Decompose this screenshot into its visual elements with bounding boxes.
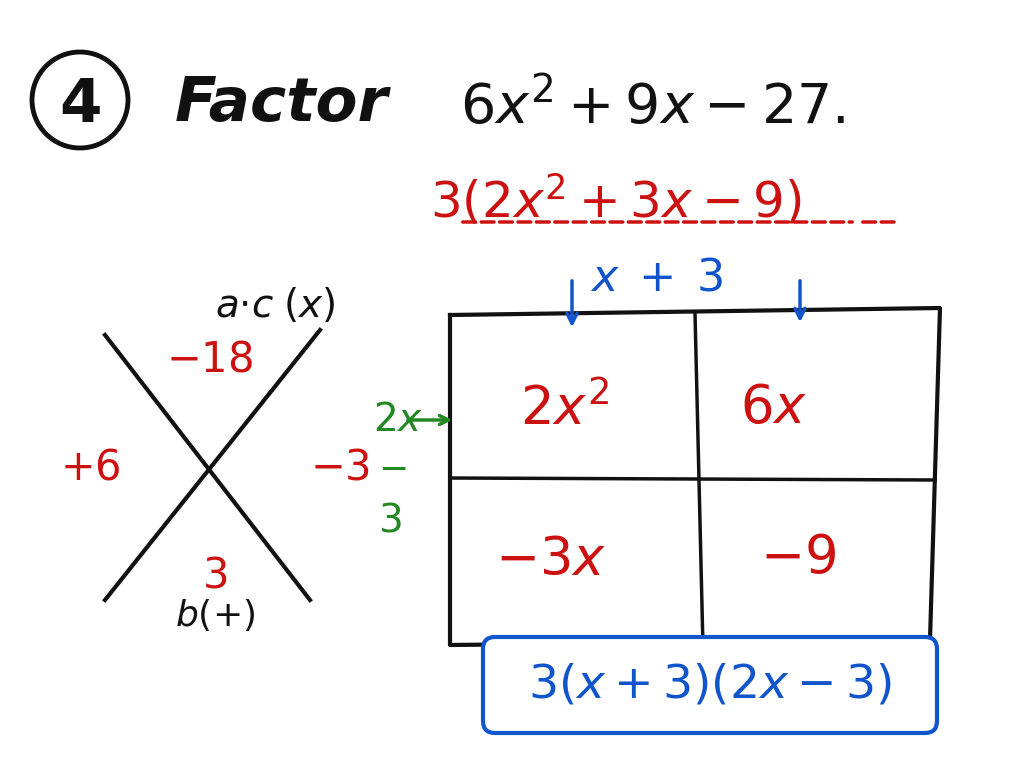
Text: $3(2x^2+3x-9)$: $3(2x^2+3x-9)$ <box>430 173 802 227</box>
Text: $-9$: $-9$ <box>760 532 836 584</box>
Text: $-$: $-$ <box>378 451 407 485</box>
Text: $-18$: $-18$ <box>167 339 254 381</box>
Text: $3(x+3)(2x-3)$: $3(x+3)(2x-3)$ <box>528 663 892 707</box>
Text: Factor: Factor <box>175 75 389 134</box>
Text: $a{\cdot}c\;(x)$: $a{\cdot}c\;(x)$ <box>215 286 335 325</box>
Text: $-3x$: $-3x$ <box>495 534 606 586</box>
Text: $3$: $3$ <box>203 554 227 596</box>
Text: 4: 4 <box>58 75 101 134</box>
Text: $3$: $3$ <box>378 501 401 539</box>
Text: $b(+)$: $b(+)$ <box>175 597 255 633</box>
Text: $6x$: $6x$ <box>740 382 807 434</box>
Text: $2x$: $2x$ <box>373 401 423 439</box>
FancyBboxPatch shape <box>483 637 937 733</box>
Text: $-3$: $-3$ <box>310 447 370 489</box>
Text: $6x^2+9x-27.$: $6x^2+9x-27.$ <box>460 80 846 136</box>
Text: $2x^2$: $2x^2$ <box>520 384 609 436</box>
Text: $+6$: $+6$ <box>59 447 121 489</box>
Text: $x\;+\;3$: $x\;+\;3$ <box>590 257 723 300</box>
